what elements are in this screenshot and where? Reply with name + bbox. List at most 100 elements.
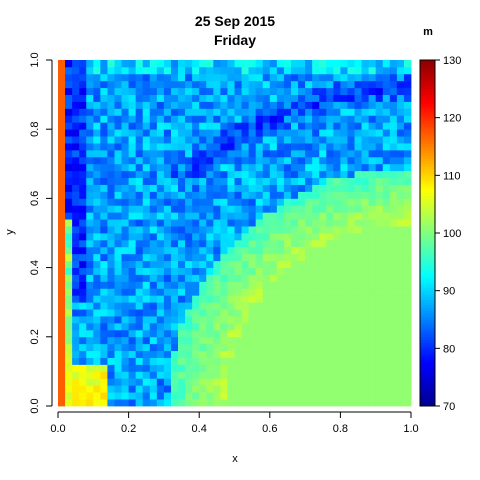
heatmap-cell	[178, 108, 186, 116]
heatmap-cell	[319, 66, 327, 75]
heatmap-cell	[149, 66, 158, 75]
heatmap-cell	[199, 329, 207, 338]
heatmap-cell	[241, 253, 250, 262]
heatmap-cell	[283, 357, 292, 365]
colorbar-segment	[420, 155, 435, 159]
heatmap-cell	[234, 336, 242, 345]
heatmap-cell	[220, 122, 228, 130]
heatmap-cell	[283, 316, 292, 324]
heatmap-cell	[340, 288, 348, 296]
heatmap-cell	[396, 364, 405, 372]
colorbar-segment	[420, 233, 435, 237]
heatmap-cell	[333, 101, 341, 109]
heatmap-cell	[375, 163, 384, 172]
heatmap-cell	[396, 343, 405, 352]
heatmap-cell	[269, 149, 278, 158]
heatmap-cell	[72, 385, 80, 393]
heatmap-cell	[192, 233, 200, 241]
heatmap-cell	[347, 378, 355, 386]
heatmap-cell	[305, 336, 313, 345]
heatmap-cell	[340, 246, 348, 255]
heatmap-cell	[58, 371, 66, 379]
heatmap-cell	[100, 156, 108, 165]
heatmap-cell	[72, 309, 80, 317]
heatmap-cell	[290, 274, 299, 282]
heatmap-cell	[192, 281, 200, 289]
heatmap-cell	[333, 239, 341, 248]
heatmap-cell	[185, 302, 193, 310]
heatmap-cell	[121, 136, 129, 144]
heatmap-cell	[192, 115, 200, 123]
colorbar-segment	[420, 149, 435, 153]
heatmap-cell	[319, 156, 327, 165]
colorbar-segment	[420, 172, 435, 176]
heatmap-cell	[333, 115, 341, 123]
heatmap-cell	[185, 143, 193, 151]
heatmap-cell	[128, 357, 137, 365]
heatmap-cell	[213, 73, 221, 82]
heatmap-cell	[213, 108, 221, 116]
heatmap-cell	[396, 226, 405, 234]
heatmap-cell	[170, 239, 179, 248]
heatmap-cell	[93, 385, 101, 393]
heatmap-cell	[156, 239, 165, 248]
heatmap-cell	[248, 295, 257, 303]
heatmap-cell	[206, 364, 214, 372]
heatmap-cell	[269, 246, 278, 255]
heatmap-cell	[396, 108, 405, 116]
heatmap-cell	[142, 329, 151, 338]
heatmap-cell	[107, 274, 115, 282]
heatmap-cell	[248, 378, 257, 386]
heatmap-cell	[178, 94, 186, 102]
heatmap-cell	[403, 288, 412, 296]
colorbar-segment	[420, 106, 435, 110]
heatmap-cell	[72, 177, 80, 185]
colorbar-segment	[420, 207, 435, 211]
heatmap-cell	[114, 163, 122, 172]
heatmap-cell	[163, 184, 172, 192]
heatmap-cell	[248, 191, 257, 199]
heatmap-cell	[199, 101, 207, 109]
colorbar-segment	[420, 230, 435, 234]
heatmap-cell	[262, 136, 271, 144]
heatmap-cell	[354, 274, 362, 282]
heatmap-cell	[241, 94, 250, 102]
heatmap-cell	[276, 219, 285, 227]
heatmap-cell	[234, 73, 242, 82]
heatmap-cell	[389, 274, 398, 282]
heatmap-cell	[128, 378, 137, 386]
heatmap-cell	[65, 149, 73, 158]
heatmap-cell	[255, 316, 264, 324]
heatmap-cell	[170, 80, 179, 89]
heatmap-cell	[58, 226, 66, 234]
heatmap-cell	[58, 212, 66, 220]
heatmap-cell	[290, 343, 299, 352]
heatmap-cell	[121, 385, 129, 393]
heatmap-cell	[100, 122, 108, 130]
heatmap-cell	[199, 357, 207, 365]
heatmap-cell	[72, 329, 80, 338]
heatmap-cell	[156, 66, 165, 75]
heatmap-cell	[276, 295, 285, 303]
heatmap-cell	[142, 60, 151, 68]
heatmap-cell	[375, 336, 384, 345]
heatmap-cell	[234, 260, 242, 268]
heatmap-cell	[248, 399, 257, 407]
heatmap-cell	[305, 122, 313, 130]
heatmap-cell	[79, 177, 87, 185]
heatmap-cell	[305, 149, 313, 158]
heatmap-cell	[65, 253, 73, 262]
heatmap-cell	[206, 253, 214, 262]
heatmap-cell	[298, 267, 306, 275]
heatmap-cell	[340, 392, 348, 400]
heatmap-cell	[142, 163, 151, 172]
heatmap-cell	[368, 143, 377, 151]
heatmap-cell	[283, 329, 292, 338]
heatmap-cell	[368, 343, 377, 352]
heatmap-cell	[262, 143, 271, 151]
heatmap-cell	[58, 253, 66, 262]
heatmap-cell	[262, 219, 271, 227]
heatmap-cell	[340, 73, 348, 82]
heatmap-cell	[298, 80, 306, 89]
colorbar-segment	[420, 91, 435, 95]
